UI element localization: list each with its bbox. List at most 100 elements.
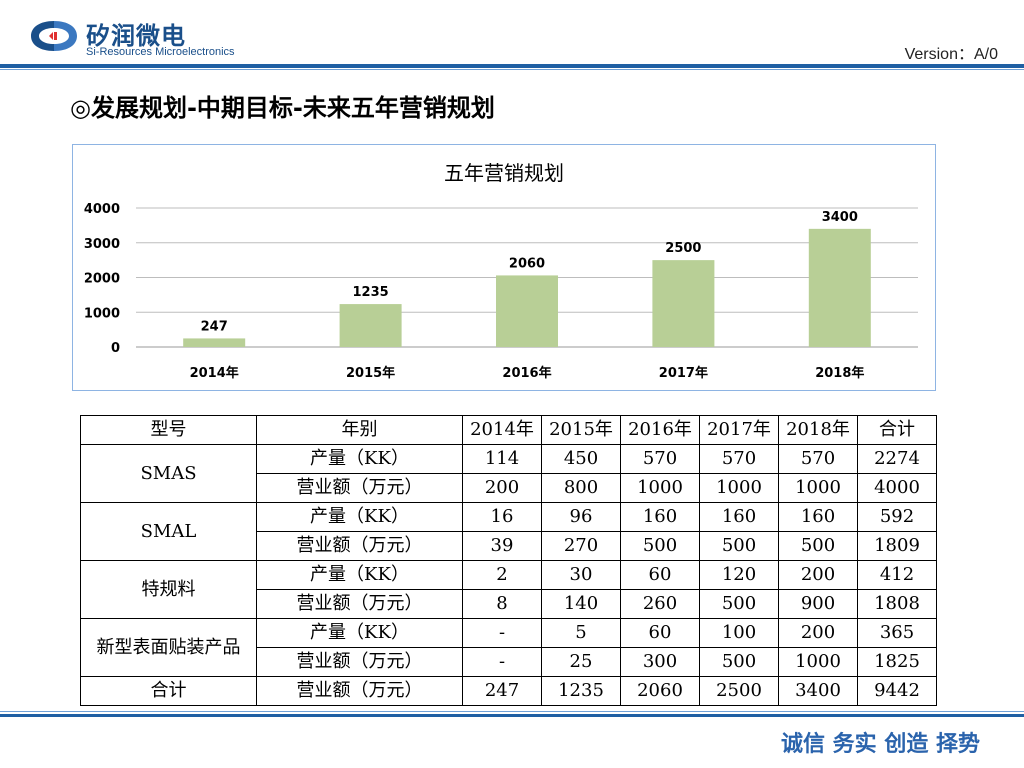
value-cell: 30 <box>541 560 621 590</box>
total-label-cell: 合计 <box>80 676 257 706</box>
total-value-cell: 1235 <box>541 676 621 706</box>
table-header-cell: 型号 <box>80 415 257 445</box>
y-tick-label: 1000 <box>84 306 120 321</box>
table-header-cell: 合计 <box>857 415 937 445</box>
metric-cell: 产量（KK） <box>256 444 463 474</box>
table-row: 特规料 产量（KK） 2 30 60 120 200 412 <box>80 560 937 619</box>
bar-chart: 五年营销规划 0 1000 2000 3000 4000 247 2014年 1235 2015年… <box>84 161 918 381</box>
x-tick-label: 2017年 <box>659 365 708 381</box>
bar <box>339 304 402 347</box>
data-label: 247 <box>201 319 228 334</box>
metric-cell: 营业额（万元） <box>256 676 463 706</box>
value-cell: 1809 <box>857 531 937 561</box>
table-row: SMAL 产量（KK） 16 96 160 160 160 592 <box>80 502 937 561</box>
footer-slogan: 诚信 务实 创造 择势 <box>781 732 980 757</box>
value-cell: 900 <box>778 589 858 619</box>
value-cell: 1000 <box>778 473 858 503</box>
value-cell: 500 <box>699 647 779 677</box>
metric-cell: 产量（KK） <box>256 560 463 590</box>
total-value-cell: 3400 <box>778 676 858 706</box>
total-value-cell: 247 <box>462 676 542 706</box>
metric-cell: 营业额（万元） <box>256 531 463 561</box>
value-cell: 25 <box>541 647 621 677</box>
chart-title: 五年营销规划 <box>444 161 564 185</box>
value-cell: 500 <box>778 531 858 561</box>
value-cell: 570 <box>699 444 779 474</box>
value-cell: 160 <box>699 502 779 532</box>
value-cell: 8 <box>462 589 542 619</box>
value-cell: 2274 <box>857 444 937 474</box>
sales-plan-table: 型号 年别 2014年 2015年 2016年 2017年 2018年 合计 SMAS 产量（KK… <box>80 415 937 706</box>
value-cell: 96 <box>541 502 621 532</box>
value-cell: 300 <box>620 647 700 677</box>
value-cell: 800 <box>541 473 621 503</box>
value-cell: 500 <box>699 531 779 561</box>
value-cell: 160 <box>620 502 700 532</box>
header-divider <box>0 64 1024 68</box>
value-cell: 200 <box>778 618 858 648</box>
y-tick-label: 4000 <box>84 202 120 217</box>
value-cell: 100 <box>699 618 779 648</box>
value-cell: 365 <box>857 618 937 648</box>
value-cell: 140 <box>541 589 621 619</box>
bar <box>183 338 246 347</box>
total-value-cell: 9442 <box>857 676 937 706</box>
x-tick-label: 2016年 <box>502 365 551 381</box>
value-cell: 160 <box>778 502 858 532</box>
value-cell: 60 <box>620 560 700 590</box>
table-row: 营业额（万元） 200 800 1000 1000 1000 4000 <box>81 473 937 503</box>
table-total-row: 合计 营业额（万元） 247 1235 2060 2500 3400 9442 <box>80 676 937 706</box>
value-cell: 570 <box>778 444 858 474</box>
value-cell: 1000 <box>778 647 858 677</box>
value-cell: 570 <box>620 444 700 474</box>
value-cell: 450 <box>541 444 621 474</box>
bar <box>496 275 558 347</box>
value-cell: 5 <box>541 618 621 648</box>
data-label: 3400 <box>822 210 858 225</box>
metric-cell: 产量（KK） <box>256 618 463 648</box>
value-cell: 1000 <box>620 473 700 503</box>
value-cell: 2 <box>462 560 542 590</box>
bar <box>808 228 871 347</box>
company-logo: 矽润微电 Si-Resources Microelectronics <box>28 14 258 58</box>
total-value-cell: 2500 <box>699 676 779 706</box>
metric-cell: 产量（KK） <box>256 502 463 532</box>
value-cell: 1000 <box>699 473 779 503</box>
value-cell: - <box>462 647 542 677</box>
data-label: 2500 <box>665 241 701 256</box>
value-cell: 412 <box>857 560 937 590</box>
logo-chinese-name: 矽润微电 <box>86 22 186 50</box>
model-cell: 新型表面贴装产品 <box>80 618 257 677</box>
logo-mark-icon <box>31 21 77 51</box>
total-value-cell: 2060 <box>620 676 700 706</box>
model-cell: SMAS <box>80 444 257 503</box>
y-tick-label: 3000 <box>84 237 120 252</box>
data-label: 1235 <box>353 285 389 300</box>
metric-cell: 营业额（万元） <box>256 473 463 503</box>
value-cell: 1825 <box>857 647 937 677</box>
value-cell: - <box>462 618 542 648</box>
logo-english-name: Si-Resources Microelectronics <box>86 46 235 58</box>
metric-cell: 营业额（万元） <box>256 589 463 619</box>
data-label: 2060 <box>509 256 545 271</box>
value-cell: 500 <box>620 531 700 561</box>
footer-divider-thin <box>0 711 1024 712</box>
table-row: 新型表面贴装产品 产量（KK） -5 60 100 200 365 <box>80 618 937 677</box>
x-tick-label: 2015年 <box>346 365 395 381</box>
bar <box>652 260 715 347</box>
table-header-cell: 2015年 <box>541 415 621 445</box>
value-cell: 592 <box>857 502 937 532</box>
model-cell: SMAL <box>80 502 257 561</box>
value-cell: 120 <box>699 560 779 590</box>
table-row: 营业额（万元） -25 300 500 1000 1825 <box>81 647 937 677</box>
table-header-cell: 2018年 <box>778 415 858 445</box>
value-cell: 200 <box>462 473 542 503</box>
table-header-cell: 2014年 <box>462 415 542 445</box>
header-divider-thin <box>0 69 1024 70</box>
table-row: 营业额（万元） 39 270 500 500 500 1809 <box>81 531 937 561</box>
value-cell: 1808 <box>857 589 937 619</box>
y-tick-label: 2000 <box>84 272 120 287</box>
table-header-cell: 年别 <box>256 415 463 445</box>
value-cell: 16 <box>462 502 542 532</box>
table-header-cell: 2016年 <box>620 415 700 445</box>
